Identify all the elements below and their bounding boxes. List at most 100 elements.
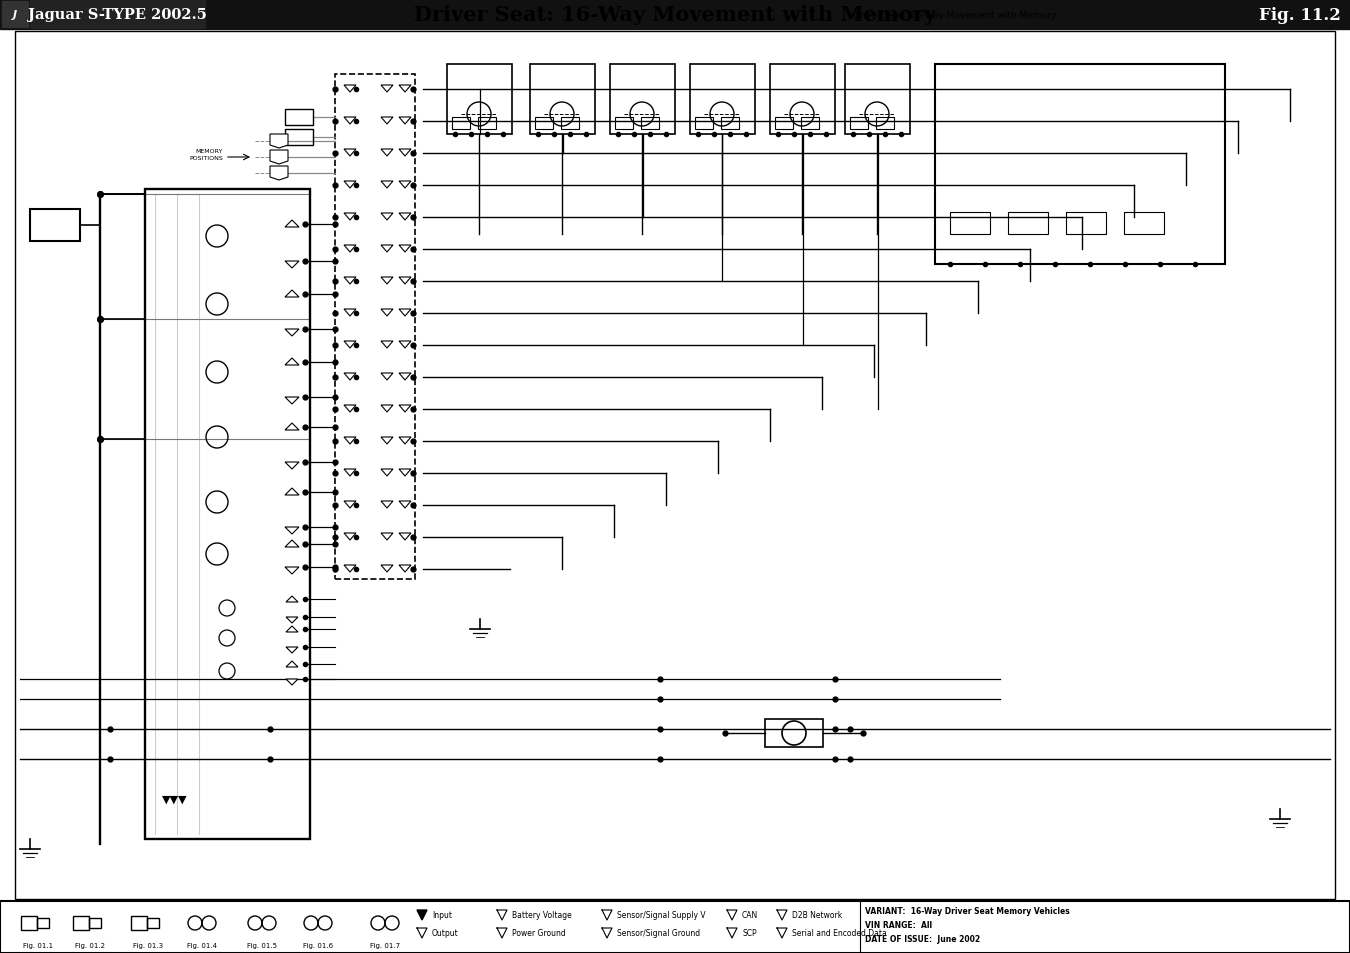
Bar: [936, 65, 1224, 265]
Bar: [285, 110, 313, 126]
Text: Sensor/Signal Supply V: Sensor/Signal Supply V: [617, 910, 706, 920]
Bar: [144, 190, 310, 840]
Bar: [775, 118, 792, 130]
Polygon shape: [344, 182, 356, 189]
Polygon shape: [285, 291, 298, 297]
Polygon shape: [417, 928, 427, 938]
Polygon shape: [778, 910, 787, 920]
Polygon shape: [381, 437, 393, 444]
Polygon shape: [381, 565, 393, 573]
Polygon shape: [344, 86, 356, 92]
Bar: [1125, 213, 1164, 234]
Polygon shape: [286, 679, 298, 685]
Polygon shape: [400, 341, 410, 349]
Polygon shape: [344, 213, 356, 221]
Polygon shape: [778, 928, 787, 938]
Bar: [30, 210, 80, 242]
Polygon shape: [400, 118, 410, 125]
Text: Fig. 01.5: Fig. 01.5: [247, 942, 277, 948]
Polygon shape: [400, 86, 410, 92]
Polygon shape: [285, 397, 298, 405]
Text: Power Ground: Power Ground: [512, 928, 566, 938]
Polygon shape: [381, 118, 393, 125]
Bar: [452, 118, 470, 130]
Bar: [845, 65, 910, 135]
Bar: [1, 2, 28, 28]
Text: Sensor/Signal Ground: Sensor/Signal Ground: [617, 928, 701, 938]
Text: VARIANT:  16-Way Driver Seat Memory Vehicles: VARIANT: 16-Way Driver Seat Memory Vehic…: [865, 906, 1069, 916]
Polygon shape: [381, 277, 393, 285]
Bar: [641, 118, 659, 130]
Polygon shape: [400, 277, 410, 285]
Polygon shape: [497, 910, 508, 920]
Bar: [765, 720, 824, 747]
Polygon shape: [285, 527, 298, 535]
Polygon shape: [344, 341, 356, 349]
Polygon shape: [285, 262, 298, 269]
Polygon shape: [286, 661, 298, 667]
Polygon shape: [285, 330, 298, 336]
Text: Fig. 01.2: Fig. 01.2: [76, 942, 105, 948]
Polygon shape: [285, 462, 298, 470]
Bar: [30, 1, 205, 29]
Polygon shape: [602, 928, 612, 938]
Polygon shape: [400, 534, 410, 540]
Polygon shape: [400, 213, 410, 221]
Text: Fig. 01.3: Fig. 01.3: [132, 942, 163, 948]
Polygon shape: [602, 910, 612, 920]
Bar: [876, 118, 894, 130]
Polygon shape: [381, 182, 393, 189]
Polygon shape: [286, 626, 298, 633]
Polygon shape: [285, 221, 298, 228]
Polygon shape: [381, 374, 393, 380]
Bar: [285, 130, 313, 146]
Bar: [535, 118, 554, 130]
Text: Fig. 01.4: Fig. 01.4: [188, 942, 217, 948]
Bar: [131, 916, 147, 930]
Bar: [690, 65, 755, 135]
Polygon shape: [344, 310, 356, 316]
Text: Serial and Encoded Data: Serial and Encoded Data: [792, 928, 887, 938]
Bar: [1066, 213, 1106, 234]
Text: MEMORY
POSITIONS: MEMORY POSITIONS: [189, 150, 223, 160]
Polygon shape: [400, 246, 410, 253]
Polygon shape: [270, 167, 288, 181]
Polygon shape: [286, 597, 298, 602]
Text: Battery Voltage: Battery Voltage: [512, 910, 572, 920]
Text: Fig. 01.6: Fig. 01.6: [302, 942, 333, 948]
Bar: [0, 901, 1350, 953]
Bar: [531, 65, 595, 135]
Bar: [478, 118, 495, 130]
Polygon shape: [400, 565, 410, 573]
Bar: [801, 118, 819, 130]
Text: DATE OF ISSUE:  June 2002: DATE OF ISSUE: June 2002: [865, 935, 980, 943]
Text: SCP: SCP: [743, 928, 756, 938]
Polygon shape: [381, 150, 393, 157]
Polygon shape: [285, 358, 298, 366]
Polygon shape: [417, 910, 427, 920]
Polygon shape: [400, 406, 410, 413]
Polygon shape: [400, 437, 410, 444]
Text: Jaguar S-TYPE 2002.5: Jaguar S-TYPE 2002.5: [27, 8, 207, 22]
Bar: [616, 118, 633, 130]
Text: J: J: [14, 10, 18, 20]
Text: Output: Output: [432, 928, 459, 938]
Bar: [850, 118, 868, 130]
Polygon shape: [728, 928, 737, 938]
Polygon shape: [344, 374, 356, 380]
Text: D2B Network: D2B Network: [792, 910, 842, 920]
Text: VIN RANGE:  All: VIN RANGE: All: [865, 921, 931, 929]
Polygon shape: [381, 341, 393, 349]
Polygon shape: [400, 310, 410, 316]
Polygon shape: [400, 374, 410, 380]
Bar: [447, 65, 512, 135]
Polygon shape: [285, 567, 298, 575]
Bar: [0, 0, 1350, 30]
Bar: [36, 918, 49, 928]
Text: Fig. 01.7: Fig. 01.7: [370, 942, 400, 948]
Polygon shape: [270, 135, 288, 149]
Text: Fig. 01.1: Fig. 01.1: [23, 942, 53, 948]
Polygon shape: [285, 423, 298, 431]
Polygon shape: [381, 310, 393, 316]
Text: Driver Seat: 16-Way Movement with Memory: Driver Seat: 16-Way Movement with Memory: [414, 5, 936, 25]
